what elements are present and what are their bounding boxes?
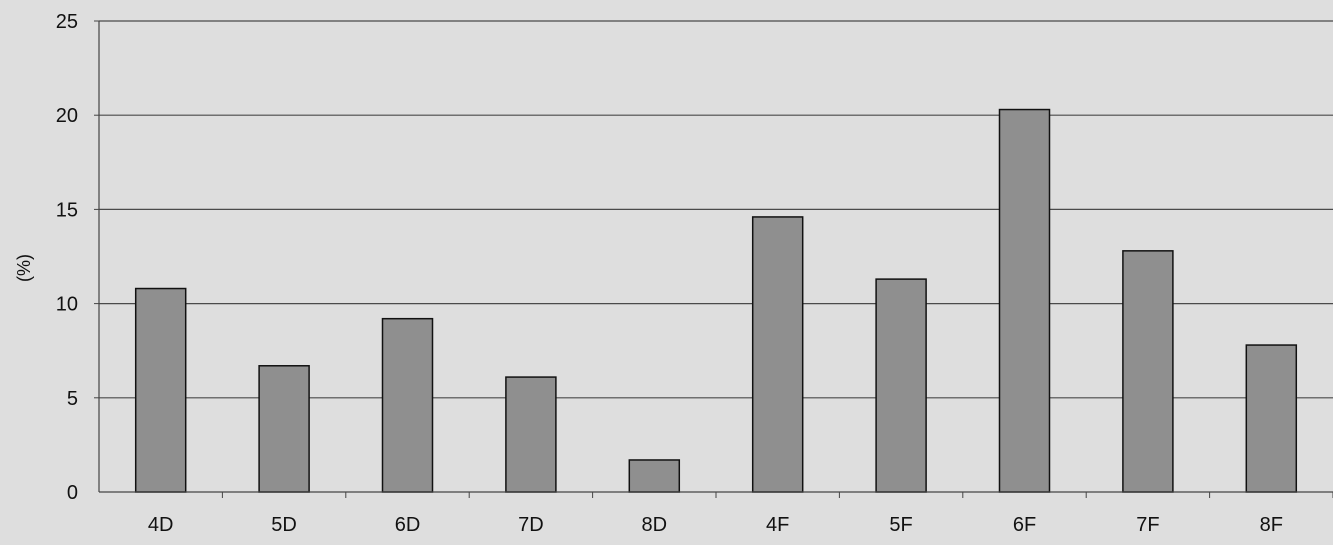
- bar-5f: [875, 278, 927, 493]
- bar-4f: [751, 216, 804, 493]
- x-tick-label: 6F: [1013, 514, 1036, 536]
- bar-8d: [628, 459, 681, 493]
- y-tick-labels: 0 5 10 15 20 25: [56, 11, 78, 504]
- bar-5d: [258, 365, 310, 493]
- x-tick-label: 4F: [766, 514, 789, 536]
- bar-6f: [998, 108, 1051, 493]
- bar-6d: [381, 317, 434, 493]
- x-tick-labels: 4D 5D 6D 7D 8D 4F 5F 6F 7F 8F: [148, 514, 1283, 536]
- x-tick-label: 7F: [1136, 514, 1159, 536]
- bar-7f: [1122, 250, 1174, 493]
- bar-4d: [134, 287, 187, 493]
- axes: [94, 20, 1333, 498]
- x-tick-label: 8F: [1260, 514, 1283, 536]
- y-tick-label: 5: [67, 388, 78, 410]
- x-tick-label: 4D: [148, 514, 174, 536]
- x-tick-label: 7D: [518, 514, 544, 536]
- y-tick-label: 15: [56, 199, 78, 221]
- y-tick-label: 25: [56, 11, 78, 33]
- bar-8f: [1245, 344, 1298, 493]
- y-tick-label: 0: [67, 482, 78, 504]
- bars: [134, 108, 1298, 493]
- y-tick-label: 20: [56, 105, 78, 127]
- x-tick-label: 5F: [889, 514, 912, 536]
- y-tick-label: 10: [56, 294, 78, 316]
- x-tick-label: 8D: [642, 514, 668, 536]
- x-tick-label: 6D: [395, 514, 421, 536]
- y-axis-label: (%): [14, 254, 34, 282]
- bar-7d: [505, 376, 557, 493]
- x-tick-label: 5D: [271, 514, 297, 536]
